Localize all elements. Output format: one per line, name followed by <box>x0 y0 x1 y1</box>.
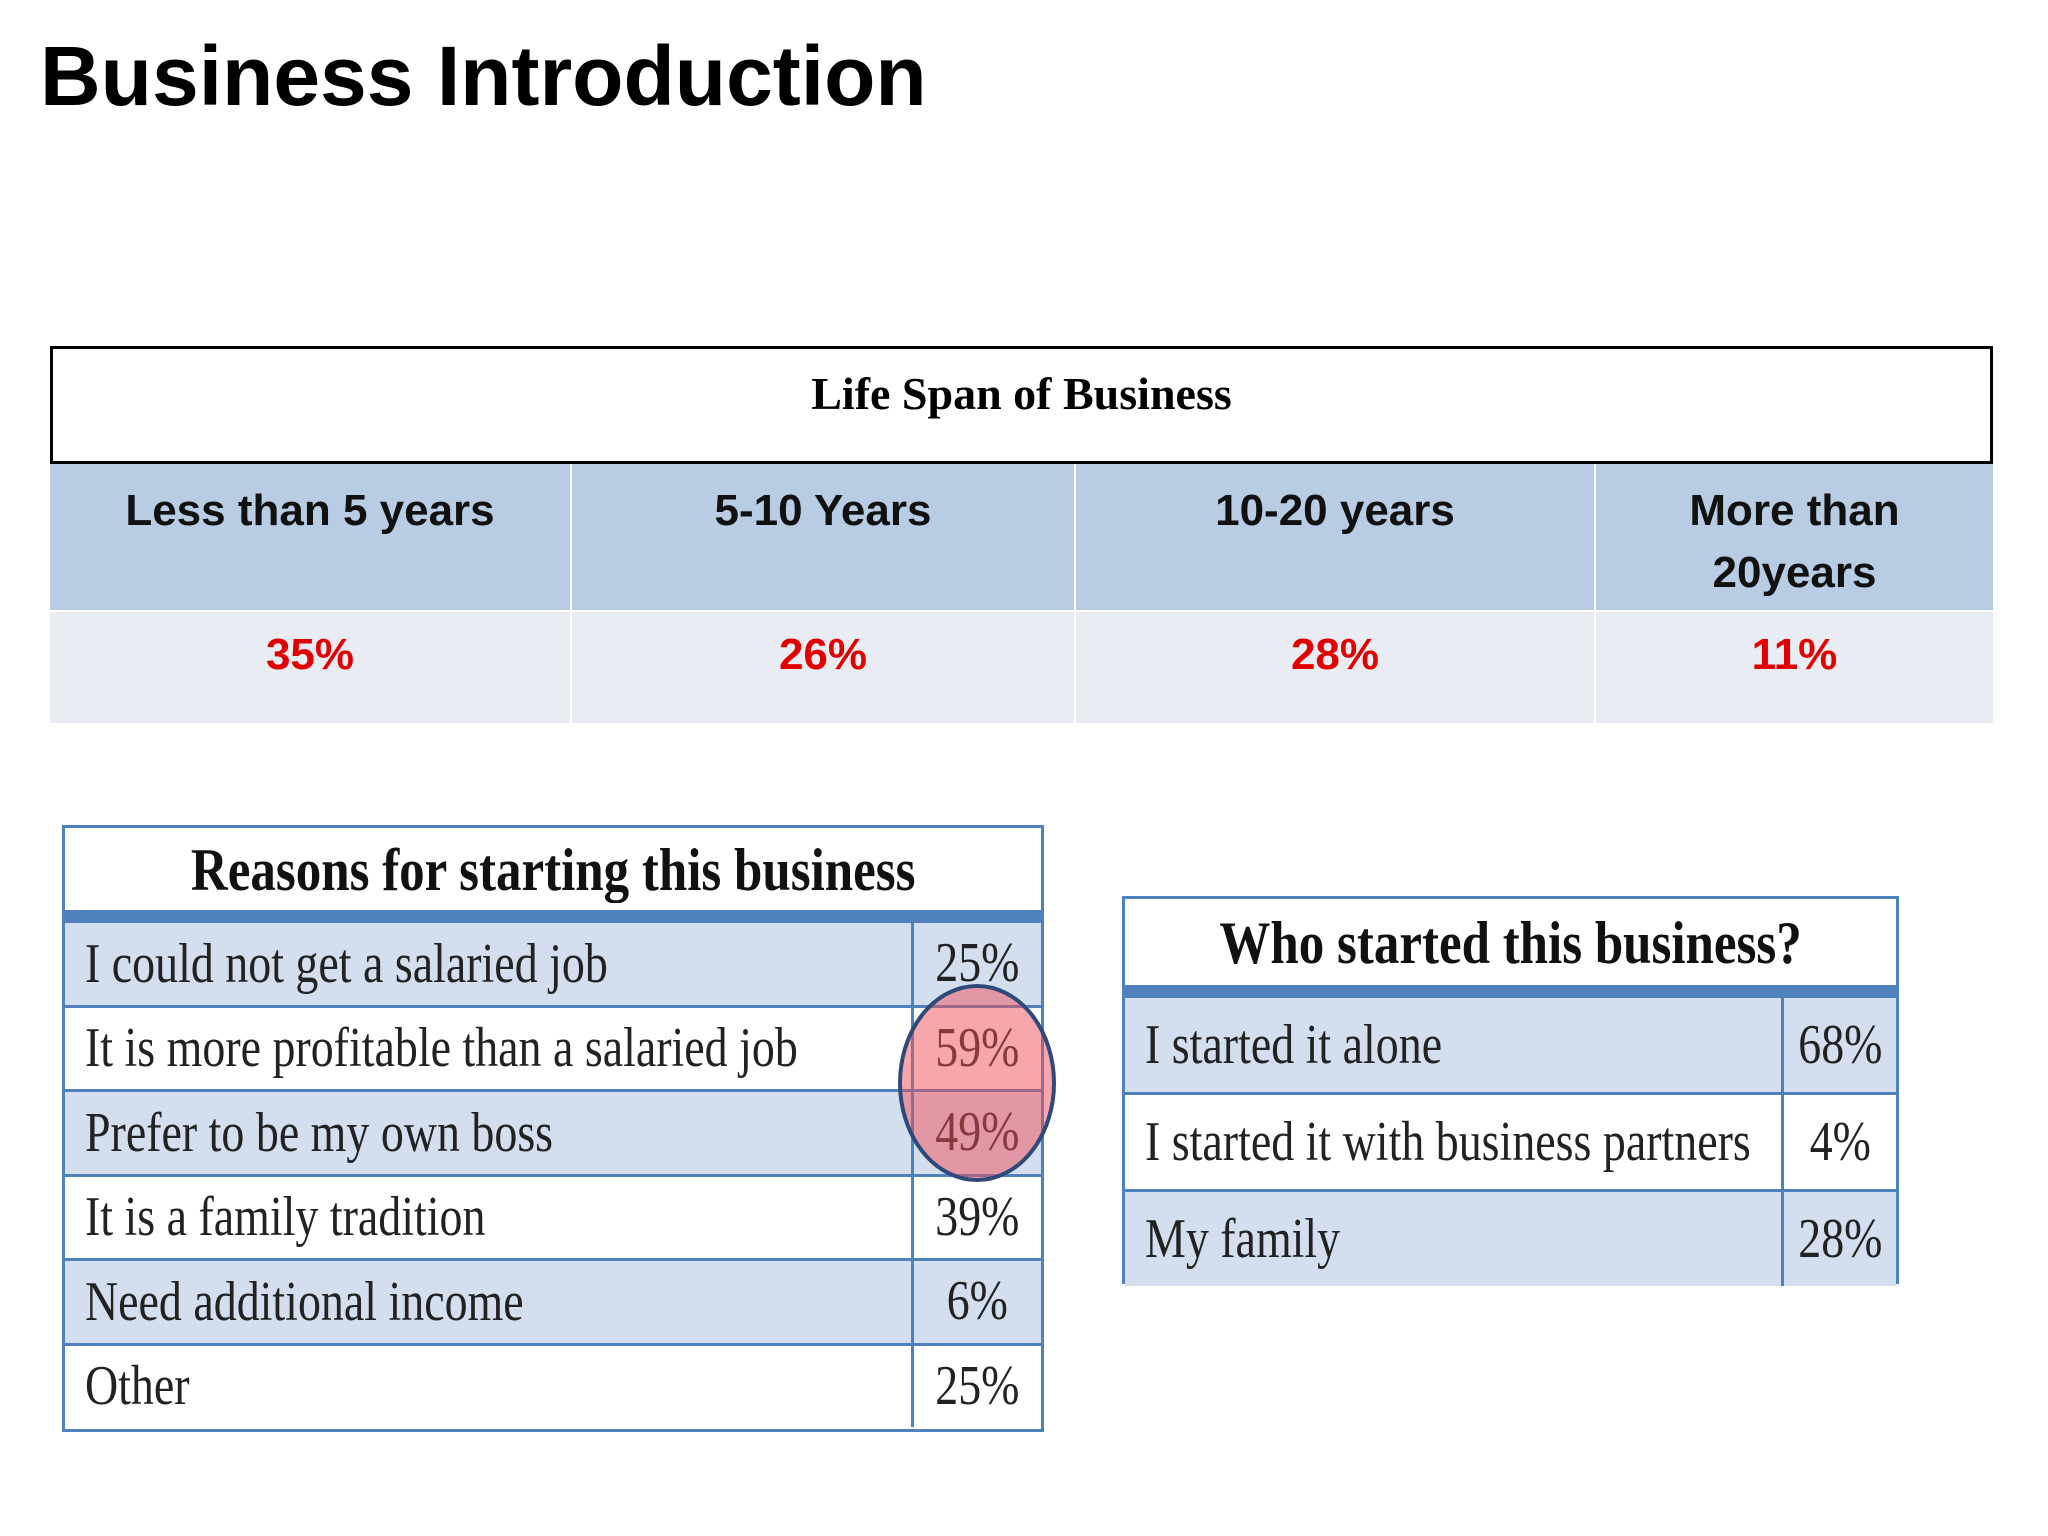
row-label: Prefer to be my own boss <box>85 1101 554 1164</box>
value-text: 6% <box>946 1270 1009 1332</box>
header-cell: 5-10 Years <box>572 464 1074 610</box>
reasons-table: Reasons for starting this business I cou… <box>62 825 1044 1432</box>
row-label: It is a family tradition <box>85 1186 486 1249</box>
row-value: 59% <box>911 1007 1041 1089</box>
row-value: 28% <box>1781 1192 1896 1286</box>
header-cell: More than 20years <box>1596 464 1993 610</box>
row-label: I could not get a salaried job <box>85 932 608 995</box>
value-cell: 35% <box>50 612 570 723</box>
table-title: Life Span of Business <box>50 346 1993 464</box>
table-row: I started it with business partners 4% <box>1125 1092 1896 1189</box>
table-row: It is a family tradition 39% <box>65 1173 1041 1258</box>
value-text: 59% <box>935 1016 1020 1079</box>
value-text: 68% <box>1797 1014 1883 1076</box>
header-cell: 10-20 years <box>1076 464 1594 610</box>
table-title: Reasons for starting this business <box>65 828 1041 920</box>
table-row: My family 28% <box>1125 1189 1896 1286</box>
value-cell: 26% <box>572 612 1074 723</box>
row-label: Other <box>85 1355 190 1418</box>
row-value: 39% <box>911 1176 1041 1258</box>
row-value: 49% <box>911 1092 1041 1174</box>
header-cell: Less than 5 years <box>50 464 570 610</box>
founders-table: Who started this business? I started it … <box>1122 896 1899 1286</box>
value-text: 25% <box>935 1354 1020 1417</box>
row-label: It is more profitable than a salaried jo… <box>85 1017 798 1080</box>
title-text: Reasons for starting this business <box>190 837 916 903</box>
value-text: 25% <box>935 932 1020 994</box>
value-cell: 11% <box>1596 612 1993 723</box>
row-value: 25% <box>911 923 1041 1005</box>
row-label: I started it alone <box>1145 1014 1443 1076</box>
table-row: Need additional income 6% <box>65 1258 1041 1343</box>
table-row: Prefer to be my own boss 49% <box>65 1089 1041 1174</box>
value-text: 28% <box>1797 1208 1883 1270</box>
row-value: 6% <box>911 1261 1041 1343</box>
table-row: It is more profitable than a salaried jo… <box>65 1004 1041 1089</box>
table-row: I could not get a salaried job 25% <box>65 920 1041 1005</box>
table-row: Other 25% <box>65 1342 1041 1427</box>
value-text: 49% <box>935 1101 1020 1163</box>
row-label: Need additional income <box>85 1270 524 1333</box>
row-value: 4% <box>1781 1095 1896 1189</box>
life-span-table: Life Span of Business Less than 5 years 3… <box>50 346 1993 723</box>
slide-title: Business Introduction <box>40 29 927 123</box>
table-row: I started it alone 68% <box>1125 995 1896 1092</box>
value-text: 39% <box>935 1185 1020 1248</box>
row-value: 68% <box>1781 998 1896 1092</box>
row-label: My family <box>1145 1208 1341 1270</box>
value-cell: 28% <box>1076 612 1594 723</box>
row-value: 25% <box>911 1345 1041 1427</box>
row-label: I started it with business partners <box>1145 1111 1751 1173</box>
table-title: Who started this business? <box>1125 899 1896 995</box>
value-text: 4% <box>1809 1111 1871 1173</box>
title-text: Who started this business? <box>1219 910 1802 976</box>
